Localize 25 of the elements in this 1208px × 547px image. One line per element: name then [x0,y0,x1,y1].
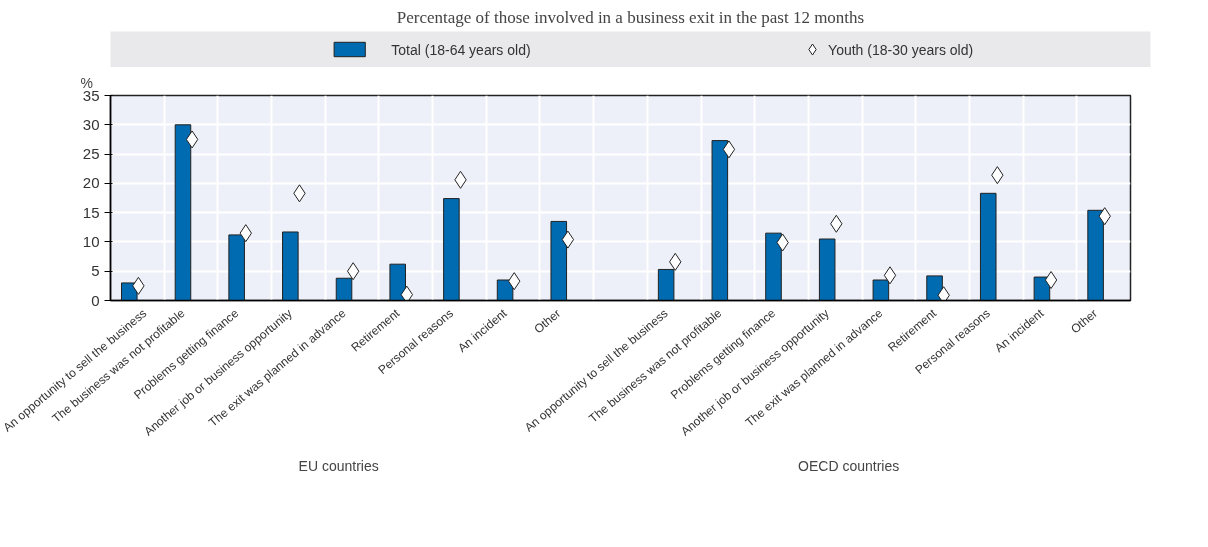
text: EU countries [298,457,379,474]
point [185,130,199,149]
point [937,286,950,301]
bar [979,192,997,301]
y-axis-title: % [80,74,93,91]
y-tick-label: 5 [91,262,100,280]
bar [443,198,460,301]
point [1044,271,1058,289]
bar [282,231,299,301]
point [561,230,575,249]
legend-label: Total (18-64 years old) [391,41,531,58]
point [883,266,897,285]
text: OECD countries [798,457,900,474]
y-tick-label: 30 [82,115,100,133]
bar [818,238,836,301]
y-tick-label: 15 [82,203,100,221]
y-tick-label: 20 [82,174,100,192]
chart-subtitle: Percentage of those involved in a business exit in the past 12 months [396,7,865,27]
y-tick-label: 10 [82,232,100,250]
y-tick-label: 25 [82,145,100,163]
point [722,140,736,159]
point [400,285,413,301]
legend-label: Youth (18-30 years old) [828,41,974,58]
point [346,262,360,281]
y-tick-label: 0 [91,291,100,309]
